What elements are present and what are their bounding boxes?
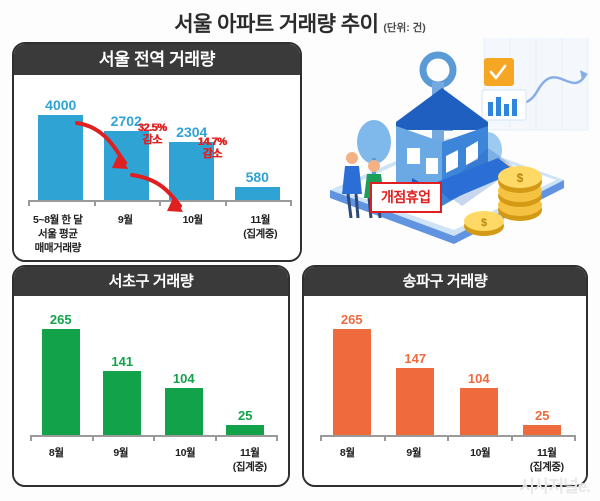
chart-songpa: 265 147 104 25 8월 9월 10월 11월 (집계중) [304, 296, 586, 485]
page-title: 서울 아파트 거래량 추이 [174, 13, 379, 36]
category-label: 9월 [117, 214, 133, 227]
panel-seoul-header: 서울 전역 거래량 [14, 44, 300, 75]
chart-seoul: 4000 2702 2304 580 5~8월 한 달 서울 평균 매매거래량 9월 10… [14, 75, 300, 260]
chart-seoul-axis [28, 200, 292, 206]
bar-column: 265 [332, 312, 371, 437]
bar-value-label: 25 [535, 408, 550, 424]
illustration-svg: $ $ [330, 38, 589, 244]
coins-icon: $ $ [464, 166, 542, 236]
category-label: 9월 [406, 447, 422, 460]
axis-tick [91, 435, 94, 441]
unit-note: (단위: 건) [383, 22, 426, 34]
bar-value-label: 104 [172, 370, 195, 386]
bar-column: 265 [41, 312, 80, 437]
category-label: 5~8월 한 달 서울 평균 매매거래량 [33, 214, 83, 255]
category-label: 9월 [113, 447, 129, 460]
category-label: 11월 (집계중) [243, 214, 278, 241]
chart-seocho-axis [30, 435, 278, 441]
bar-rect [164, 387, 203, 437]
bar-value-label: 2304 [176, 123, 208, 140]
axis-tick [159, 200, 161, 206]
chart-songpa-bars: 265 147 104 25 [320, 312, 574, 437]
decline-annotation-2-pct: 14.7% [197, 136, 227, 148]
category-label: 10월 [175, 447, 196, 460]
axis-tick [153, 435, 155, 441]
bar-value-label: 265 [49, 312, 72, 327]
bar-rect [234, 186, 280, 202]
panel-seocho-body: 265 141 104 25 8월 9월 10월 11월 (집계중) [14, 296, 288, 485]
axis-tick [290, 200, 292, 206]
bar-value-label: 265 [340, 312, 363, 327]
bar-rect [41, 329, 80, 437]
panel-songpa: 송파구 거래량 265 147 104 25 8월 9월 10월 11월 (집계중) [302, 265, 588, 487]
real-estate-illustration: $ $ 개점휴업 [312, 30, 594, 258]
category-label: 11월 (집계중) [232, 447, 267, 474]
bar-rect [103, 370, 142, 437]
bar-rect [332, 329, 371, 437]
chart-songpa-category-labels: 8월 9월 10월 11월 (집계중) [314, 447, 580, 475]
chart-seoul-category-labels: 5~8월 한 달 서울 평균 매매거래량 9월 10월 11월 (집계중) [24, 214, 294, 256]
category-label: 11월 (집계중) [529, 447, 564, 474]
bar-value-label: 25 [238, 408, 253, 424]
bar-rect [226, 425, 265, 437]
bar-column: 4000 [38, 97, 84, 202]
axis-tick [447, 435, 449, 441]
bar-value-label: 4000 [45, 97, 77, 113]
panel-seoul-body: 4000 2702 2304 580 5~8월 한 달 서울 평균 매매거래량 9월 10… [14, 75, 300, 260]
category-label: 10월 [470, 447, 491, 460]
bar-column: 104 [164, 312, 203, 437]
panel-songpa-header: 송파구 거래량 [304, 267, 586, 296]
decline-annotation-1-pct: 32.5% [137, 122, 167, 134]
axis-tick [276, 435, 278, 441]
bar-rect [38, 115, 84, 202]
chart-seocho-bars: 265 141 104 25 [30, 312, 276, 437]
axis-tick [30, 435, 32, 441]
chart-songpa-axis [320, 435, 576, 441]
decline-annotation-1: 32.5% 감소 [126, 122, 178, 146]
chart-seoul-bars: 4000 2702 2304 580 [28, 97, 290, 202]
svg-text:$: $ [517, 171, 524, 185]
page-title-row: 서울 아파트 거래량 추이 (단위: 건) [0, 8, 600, 40]
bar-chart-icon [481, 89, 527, 121]
bar-rect [523, 425, 562, 437]
bar-column: 2702 [103, 97, 149, 202]
bar-column: 147 [396, 312, 435, 437]
decline-annotation-2: 14.7% 감소 [186, 136, 238, 160]
panel-songpa-body: 265 147 104 25 8월 9월 10월 11월 (집계중) [304, 296, 586, 485]
bar-value-label: 580 [245, 168, 269, 185]
watermark: 시사저널e. [519, 477, 591, 496]
panel-seoul-total: 서울 전역 거래량 4000 2702 2304 580 5~8월 한 달 서울 평균… [12, 42, 302, 262]
bar-column: 580 [234, 97, 280, 202]
bar-column: 141 [103, 312, 142, 437]
chart-seocho: 265 141 104 25 8월 9월 10월 11월 (집계중) [14, 296, 288, 485]
bar-rect [396, 367, 435, 437]
bar-column: 2304 [169, 97, 215, 202]
bar-column: 104 [459, 312, 498, 437]
bar-column: 25 [226, 312, 265, 437]
category-label: 8월 [48, 447, 64, 460]
category-label: 8월 [339, 447, 355, 460]
axis-tick [320, 435, 322, 441]
axis-tick [224, 200, 227, 206]
panel-seocho: 서초구 거래량 265 141 104 25 8월 9월 10월 11월 (집계중) [12, 265, 290, 487]
panel-seocho-header: 서초구 거래량 [14, 267, 288, 296]
bar-value-label: 141 [111, 353, 134, 369]
decline-annotation-2-word: 감소 [202, 147, 222, 160]
open-rest-badge: 개점휴업 [370, 182, 442, 213]
chart-seocho-category-labels: 8월 9월 10월 11월 (집계중) [24, 447, 282, 475]
axis-tick [510, 435, 513, 441]
bar-rect [459, 387, 498, 437]
axis-tick [383, 435, 386, 441]
bar-value-label: 104 [467, 370, 490, 386]
bar-column: 25 [523, 312, 562, 437]
category-label: 10월 [182, 214, 204, 227]
bar-value-label: 147 [404, 350, 427, 366]
axis-tick [93, 200, 96, 206]
axis-tick [214, 435, 217, 441]
checklist-icon [484, 58, 514, 86]
axis-tick [574, 435, 576, 441]
axis-tick [28, 200, 30, 206]
decline-annotation-1-word: 감소 [142, 133, 162, 146]
svg-text:$: $ [481, 217, 487, 229]
